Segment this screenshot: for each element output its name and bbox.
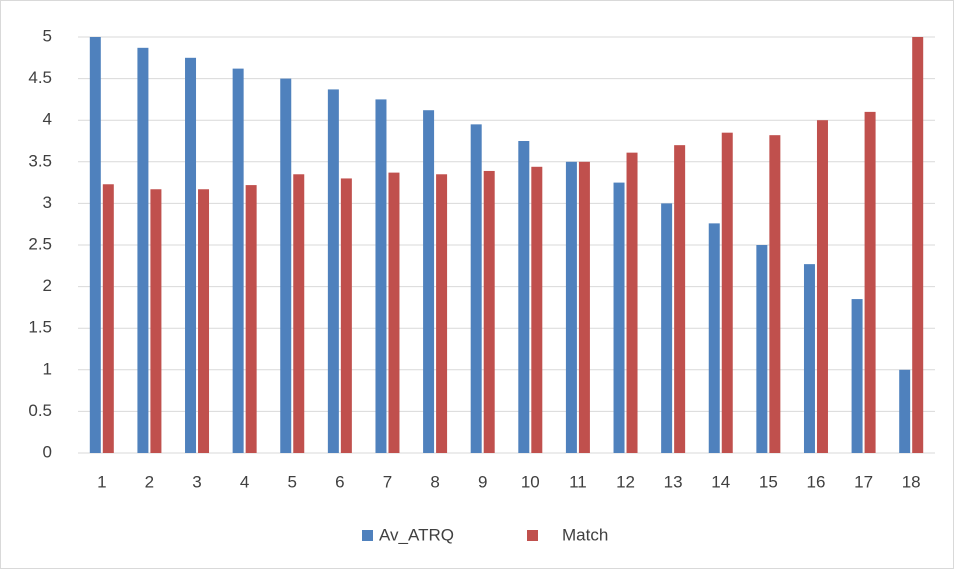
bar [483,170,495,453]
bar [721,132,733,453]
y-tick-label: 4.5 [28,68,52,87]
y-tick-label: 5 [43,26,52,45]
y-tick-label: 1.5 [28,318,52,337]
y-tick-label: 1 [43,359,52,378]
bar [756,245,768,453]
legend-label: Av_ATRQ [379,525,454,544]
legend-label: Match [562,525,608,544]
y-tick-label: 2 [43,276,52,295]
bar [661,203,673,453]
y-tick-label: 4 [43,110,52,129]
x-tick-label: 15 [759,472,778,491]
x-tick-label: 12 [616,472,635,491]
x-tick-label: 16 [807,472,826,491]
x-tick-label: 10 [521,472,540,491]
bar [769,135,781,453]
bar [816,120,828,453]
x-tick-label: 3 [192,472,201,491]
bar [137,47,149,453]
x-tick-label: 14 [711,472,730,491]
bar [436,174,448,453]
bar [708,223,720,453]
bar [280,78,292,453]
x-tick-label: 18 [902,472,921,491]
y-tick-label: 0 [43,442,52,461]
bar [423,110,435,453]
bar [375,99,387,454]
x-tick-label: 4 [240,472,249,491]
bar [531,166,543,454]
bar [803,264,815,453]
legend-swatch [527,530,538,541]
y-tick-label: 2.5 [28,234,52,253]
bar [674,145,686,453]
bar [578,161,590,454]
x-tick-label: 1 [97,472,106,491]
bar [864,111,876,453]
bar [293,174,305,453]
y-tick-label: 3.5 [28,151,52,170]
x-tick-label: 13 [664,472,683,491]
x-tick-label: 17 [854,472,873,491]
bar [89,37,101,453]
x-tick-label: 8 [430,472,439,491]
bar [102,184,114,453]
x-tick-label: 9 [478,472,487,491]
bar [327,89,339,453]
x-tick-label: 2 [145,472,154,491]
bar [899,369,911,453]
bar [470,124,482,454]
bar [518,141,530,453]
y-tick-label: 3 [43,193,52,212]
x-tick-label: 5 [288,472,297,491]
x-tick-label: 7 [383,472,392,491]
y-tick-label: 0.5 [28,401,52,420]
bar [626,152,638,453]
bar [388,172,400,453]
bar [150,189,162,454]
x-tick-label: 6 [335,472,344,491]
bar [912,37,924,453]
bar [565,161,577,454]
legend-swatch [362,530,373,541]
bar [613,182,625,453]
x-tick-label: 11 [569,472,587,491]
bar [232,68,244,453]
bar [851,299,863,453]
bar [198,189,210,454]
bar [185,57,197,454]
bar [340,178,352,453]
bar [245,185,257,453]
